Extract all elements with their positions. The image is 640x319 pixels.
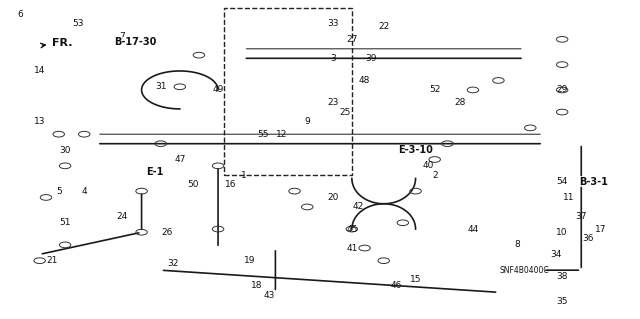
- Text: 8: 8: [515, 241, 520, 249]
- Text: 17: 17: [595, 225, 606, 234]
- Text: 33: 33: [327, 19, 339, 28]
- Text: 48: 48: [359, 76, 371, 85]
- Text: E-3-10: E-3-10: [398, 145, 433, 155]
- Text: 13: 13: [34, 117, 45, 126]
- Text: 6: 6: [18, 10, 24, 19]
- Text: 32: 32: [168, 259, 179, 268]
- Text: B-3-1: B-3-1: [580, 177, 609, 187]
- Text: FR.: FR.: [40, 38, 73, 48]
- Text: 28: 28: [454, 98, 466, 107]
- Text: 4: 4: [81, 187, 87, 196]
- Text: 34: 34: [550, 250, 561, 259]
- Text: 2: 2: [432, 171, 438, 180]
- Text: 27: 27: [346, 35, 358, 44]
- Text: 16: 16: [225, 180, 237, 189]
- Text: 3: 3: [330, 54, 335, 63]
- Text: 31: 31: [155, 82, 166, 91]
- Text: 20: 20: [327, 193, 339, 202]
- Text: 46: 46: [391, 281, 402, 291]
- Text: 29: 29: [556, 85, 568, 94]
- Text: 47: 47: [174, 155, 186, 164]
- Text: 7: 7: [120, 32, 125, 41]
- Text: 54: 54: [556, 177, 568, 186]
- Text: 39: 39: [365, 54, 377, 63]
- Text: SNF4B0400C: SNF4B0400C: [499, 266, 548, 275]
- Text: 24: 24: [117, 212, 128, 221]
- Text: 21: 21: [47, 256, 58, 265]
- Text: 14: 14: [34, 66, 45, 76]
- Text: 44: 44: [467, 225, 479, 234]
- Text: 10: 10: [556, 228, 568, 237]
- Text: 23: 23: [327, 98, 339, 107]
- Text: 36: 36: [582, 234, 593, 243]
- Text: 22: 22: [378, 22, 389, 31]
- Text: 40: 40: [422, 161, 434, 170]
- Text: 51: 51: [60, 218, 71, 227]
- Text: 9: 9: [305, 117, 310, 126]
- Text: 52: 52: [429, 85, 440, 94]
- Text: 19: 19: [244, 256, 255, 265]
- Text: 49: 49: [212, 85, 224, 94]
- Text: 41: 41: [346, 243, 358, 253]
- Text: 43: 43: [263, 291, 275, 300]
- Text: 53: 53: [72, 19, 84, 28]
- Text: 1: 1: [241, 171, 246, 180]
- Text: 18: 18: [250, 281, 262, 291]
- Text: 55: 55: [257, 130, 268, 139]
- Text: 42: 42: [353, 203, 364, 211]
- Text: 30: 30: [60, 145, 71, 154]
- Text: 5: 5: [56, 187, 61, 196]
- Text: E-1: E-1: [146, 167, 163, 177]
- Text: 45: 45: [346, 225, 358, 234]
- Text: 50: 50: [187, 180, 198, 189]
- Text: B-17-30: B-17-30: [114, 38, 156, 48]
- Text: 38: 38: [556, 272, 568, 281]
- Text: 12: 12: [276, 130, 287, 139]
- Text: 15: 15: [410, 275, 421, 284]
- Text: 11: 11: [563, 193, 574, 202]
- Text: 37: 37: [575, 212, 587, 221]
- Text: 25: 25: [340, 108, 351, 116]
- Text: 26: 26: [161, 228, 173, 237]
- Text: 35: 35: [556, 297, 568, 306]
